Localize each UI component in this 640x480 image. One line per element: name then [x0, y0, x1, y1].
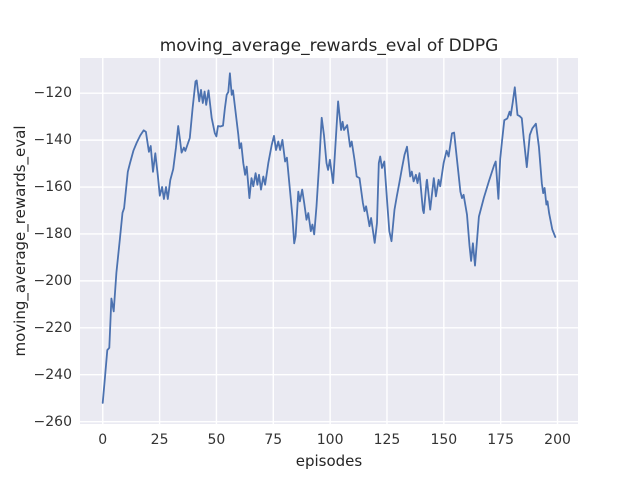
x-axis-label: episodes	[295, 452, 363, 470]
line-chart-canvas	[80, 58, 578, 424]
x-tick-label: 75	[264, 432, 283, 448]
y-tick-label: −240	[33, 366, 72, 383]
y-tick-label: −180	[33, 225, 72, 242]
x-tick-label: 50	[207, 432, 226, 448]
y-tick-label: −200	[33, 272, 72, 289]
x-tick-label: 125	[373, 432, 401, 448]
line-series-moving_average_rewards_eval	[101, 72, 557, 404]
x-tick-label: 100	[316, 432, 344, 448]
plot-area	[80, 58, 578, 424]
y-tick-label: −260	[33, 413, 72, 430]
y-tick-label: −120	[33, 85, 72, 102]
chart-title: moving_average_rewards_eval of DDPG	[159, 36, 499, 56]
x-tick-label: 200	[544, 432, 571, 448]
y-tick-label: −160	[33, 179, 72, 196]
x-tick-label: 175	[487, 432, 515, 448]
x-tick-label: 25	[150, 432, 169, 448]
y-tick-label: −140	[33, 132, 72, 149]
y-tick-label: −220	[33, 319, 72, 336]
x-tick-label: 150	[430, 432, 458, 448]
y-axis-label: moving_average_rewards_eval	[11, 125, 29, 357]
x-tick-label: 0	[98, 432, 108, 448]
